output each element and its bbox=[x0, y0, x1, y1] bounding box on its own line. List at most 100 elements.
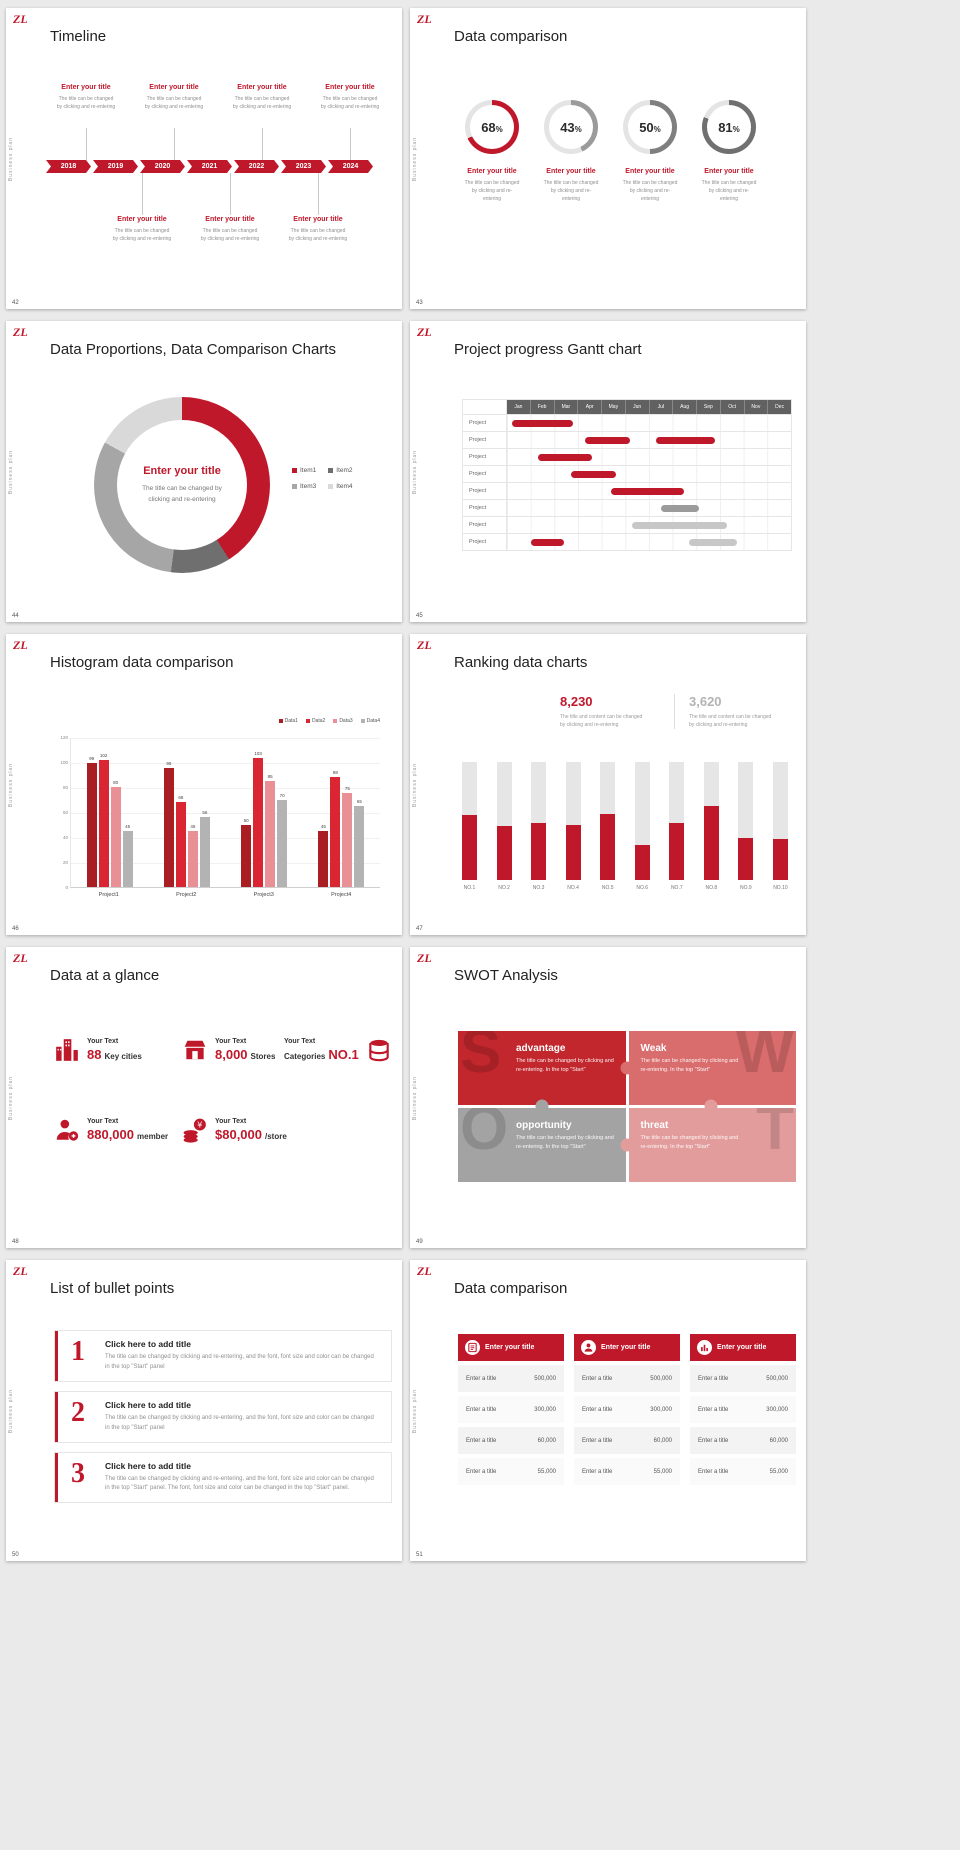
ranking-bar[interactable] bbox=[600, 762, 616, 880]
slide-histogram[interactable]: ZL Business plan Histogram data comparis… bbox=[6, 634, 402, 935]
legend-item[interactable]: Data1 bbox=[278, 718, 298, 724]
timeline-year[interactable]: 2019 bbox=[93, 160, 138, 173]
bullet-item[interactable]: 2 Click here to add title The title can be… bbox=[54, 1390, 392, 1443]
bar[interactable]: 45 bbox=[318, 824, 329, 887]
bar[interactable]: 70 bbox=[277, 793, 288, 887]
swot-quadrant-w[interactable]: W Weak The title can be changed by clickin… bbox=[628, 1031, 796, 1105]
timeline-year[interactable]: 2022 bbox=[234, 160, 279, 173]
timeline-item[interactable]: Enter your title The title can be changed… bbox=[96, 216, 188, 243]
stat-item[interactable]: ¥ Your Text $80,000/store bbox=[182, 1117, 287, 1143]
column-header[interactable]: Enter your title bbox=[458, 1334, 564, 1361]
ranking-bar[interactable] bbox=[703, 762, 719, 880]
ranking-bar[interactable] bbox=[669, 762, 685, 880]
data-row[interactable]: Enter a title 55,000 bbox=[574, 1458, 680, 1485]
ranking-bar[interactable] bbox=[531, 762, 547, 880]
timeline-item[interactable]: Enter your title The title can be changed… bbox=[304, 84, 396, 111]
legend-item[interactable]: Item3 bbox=[292, 483, 316, 490]
slide-donut-gauges[interactable]: ZL Business plan Data comparison 68% Ente… bbox=[410, 8, 806, 309]
gantt-bar[interactable] bbox=[632, 522, 728, 529]
legend-item[interactable]: Item1 bbox=[292, 467, 316, 474]
ranking-bar[interactable] bbox=[738, 762, 754, 880]
timeline-year[interactable]: 2024 bbox=[328, 160, 373, 173]
gantt-bar[interactable] bbox=[585, 437, 631, 444]
donut-chart[interactable]: Enter your title The title can be changed… bbox=[94, 397, 270, 573]
slide-bullet-list[interactable]: ZL Business plan List of bullet points 1… bbox=[6, 1260, 402, 1561]
timeline-year[interactable]: 2023 bbox=[281, 160, 326, 173]
bar[interactable]: 85 bbox=[265, 774, 276, 887]
ranking-bar[interactable] bbox=[634, 762, 650, 880]
timeline-year[interactable]: 2021 bbox=[187, 160, 232, 173]
data-row[interactable]: Enter a title 500,000 bbox=[458, 1365, 564, 1392]
ranking-bar[interactable] bbox=[565, 762, 581, 880]
gauge[interactable]: 50% Enter your title The title can be chan… bbox=[622, 100, 678, 203]
timeline-item[interactable]: Enter your title The title can be changed… bbox=[216, 84, 308, 111]
ranking-bar[interactable] bbox=[772, 762, 788, 880]
legend-item[interactable]: Data4 bbox=[360, 718, 380, 724]
bar[interactable]: 65 bbox=[354, 799, 365, 887]
data-row[interactable]: Enter a title 60,000 bbox=[690, 1427, 796, 1454]
bar[interactable]: 68 bbox=[175, 795, 186, 887]
timeline-year[interactable]: 2020 bbox=[140, 160, 185, 173]
column-header[interactable]: Enter your title bbox=[690, 1334, 796, 1361]
legend-item[interactable]: Data3 bbox=[333, 718, 353, 724]
gauge[interactable]: 81% Enter your title The title can be chan… bbox=[701, 100, 757, 203]
bar[interactable]: 75 bbox=[342, 786, 353, 887]
data-row[interactable]: Enter a title 300,000 bbox=[690, 1396, 796, 1423]
bar[interactable]: 102 bbox=[98, 753, 109, 887]
slide-ranking[interactable]: ZL Business plan Ranking data charts 8,2… bbox=[410, 634, 806, 935]
data-row[interactable]: Enter a title 500,000 bbox=[690, 1365, 796, 1392]
data-row[interactable]: Enter a title 60,000 bbox=[458, 1427, 564, 1454]
timeline-item[interactable]: Enter your title The title can be changed… bbox=[128, 84, 220, 111]
timeline-item[interactable]: Enter your title The title can be changed… bbox=[184, 216, 276, 243]
gantt-bar[interactable] bbox=[530, 539, 564, 546]
data-row[interactable]: Enter a title 300,000 bbox=[458, 1396, 564, 1423]
gantt-bar[interactable] bbox=[570, 471, 616, 478]
bar[interactable]: 45 bbox=[187, 824, 198, 887]
bar[interactable]: 88 bbox=[330, 770, 341, 887]
slide-data-glance[interactable]: ZL Business plan Data at a glance Your T… bbox=[6, 947, 402, 1248]
data-row[interactable]: Enter a title 300,000 bbox=[574, 1396, 680, 1423]
bar[interactable]: 56 bbox=[199, 810, 210, 887]
timeline-year[interactable]: 2018 bbox=[46, 160, 91, 173]
bar[interactable]: 99 bbox=[86, 756, 97, 887]
slide-timeline[interactable]: ZL Business plan Timeline Enter your tit… bbox=[6, 8, 402, 309]
gantt-bar[interactable] bbox=[656, 437, 716, 444]
bullet-item[interactable]: 1 Click here to add title The title can be… bbox=[54, 1330, 392, 1382]
legend-item[interactable]: Item2 bbox=[328, 467, 353, 474]
gantt-bar[interactable] bbox=[660, 505, 699, 512]
bar[interactable]: 95 bbox=[163, 761, 174, 887]
bar[interactable]: 80 bbox=[110, 780, 121, 887]
timeline-item[interactable]: Enter your title The title can be changed… bbox=[272, 216, 364, 243]
data-row[interactable]: Enter a title 500,000 bbox=[574, 1365, 680, 1392]
slide-gantt[interactable]: ZL Business plan Project progress Gantt … bbox=[410, 321, 806, 622]
gantt-bar[interactable] bbox=[611, 488, 685, 495]
slide-comparison-table[interactable]: ZL Business plan Data comparison Enter y… bbox=[410, 1260, 806, 1561]
gantt-bar[interactable] bbox=[689, 539, 737, 546]
gantt-bar[interactable] bbox=[511, 420, 574, 427]
bar[interactable]: 103 bbox=[253, 751, 264, 887]
stat-item[interactable]: Your Text Categories NO.1 bbox=[284, 1037, 392, 1063]
ranking-bar[interactable] bbox=[462, 762, 477, 880]
slide-donut-chart[interactable]: ZL Business plan Data Proportions, Data … bbox=[6, 321, 402, 622]
gantt-bar[interactable] bbox=[537, 454, 593, 461]
stat-item[interactable]: Your Text 880,000 member bbox=[54, 1117, 168, 1143]
gauge[interactable]: 43% Enter your title The title can be chan… bbox=[543, 100, 599, 203]
data-row[interactable]: Enter a title 60,000 bbox=[574, 1427, 680, 1454]
stat-item[interactable]: Your Text 88 Key cities bbox=[54, 1037, 142, 1063]
stat-item[interactable]: Your Text 8,000 Stores bbox=[182, 1037, 275, 1063]
data-row[interactable]: Enter a title 55,000 bbox=[458, 1458, 564, 1485]
bar[interactable]: 45 bbox=[122, 824, 133, 887]
legend-item[interactable]: Data2 bbox=[305, 718, 325, 724]
bullet-item[interactable]: 3 Click here to add title The title can be… bbox=[54, 1451, 392, 1504]
timeline-item[interactable]: Enter your title The title can be changed… bbox=[40, 84, 132, 111]
column-header[interactable]: Enter your title bbox=[574, 1334, 680, 1361]
data-row[interactable]: Enter a title 55,000 bbox=[690, 1458, 796, 1485]
legend-item[interactable]: Item4 bbox=[328, 483, 353, 490]
bar[interactable]: 50 bbox=[241, 818, 252, 887]
ranking-bar[interactable] bbox=[496, 762, 512, 880]
gauge[interactable]: 68% Enter your title The title can be chan… bbox=[464, 100, 520, 203]
